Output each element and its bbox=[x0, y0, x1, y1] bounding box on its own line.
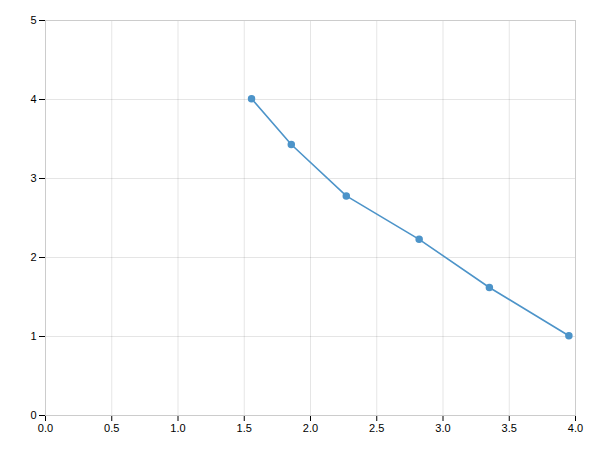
svg-text:0: 0 bbox=[30, 409, 36, 421]
svg-text:4.0: 4.0 bbox=[568, 422, 583, 434]
svg-text:2.5: 2.5 bbox=[369, 422, 384, 434]
svg-text:2: 2 bbox=[30, 251, 36, 263]
svg-text:0.5: 0.5 bbox=[104, 422, 119, 434]
svg-text:1: 1 bbox=[30, 330, 36, 342]
svg-text:1.5: 1.5 bbox=[237, 422, 252, 434]
svg-text:3.5: 3.5 bbox=[502, 422, 517, 434]
svg-text:2.0: 2.0 bbox=[303, 422, 318, 434]
svg-text:1.0: 1.0 bbox=[170, 422, 185, 434]
svg-text:4: 4 bbox=[30, 93, 36, 105]
svg-text:3.0: 3.0 bbox=[435, 422, 450, 434]
svg-text:3: 3 bbox=[30, 172, 36, 184]
svg-text:5: 5 bbox=[30, 14, 36, 26]
svg-text:0.0: 0.0 bbox=[38, 422, 53, 434]
